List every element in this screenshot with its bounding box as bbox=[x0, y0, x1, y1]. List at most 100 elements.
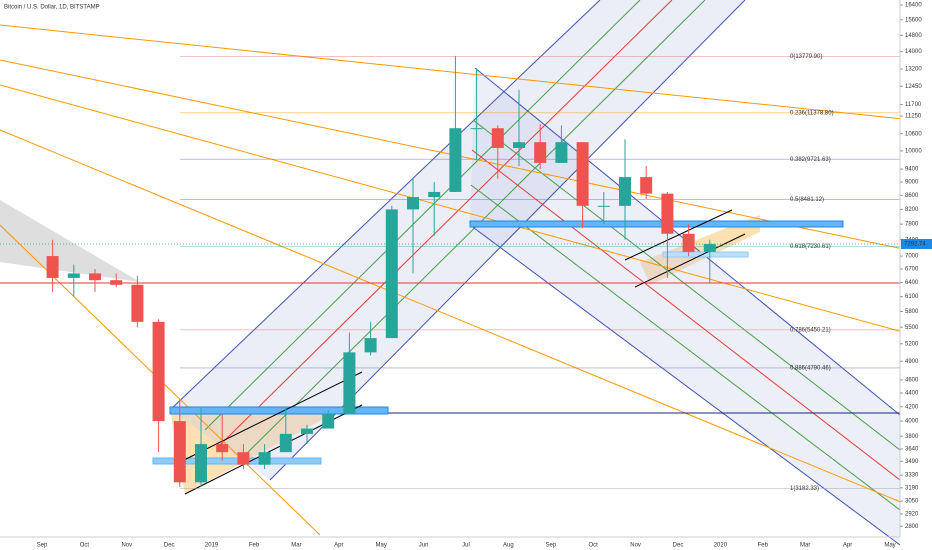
x-tick-label: Mar bbox=[800, 543, 810, 549]
fib-label: 0.236(11378.80) bbox=[790, 110, 834, 116]
x-tick-label: 2019 bbox=[205, 543, 219, 549]
y-tick-label: 5200 bbox=[905, 341, 919, 347]
candle-body bbox=[428, 191, 441, 198]
candle-body bbox=[576, 142, 589, 206]
candle-body bbox=[555, 142, 568, 163]
x-tick-label: Nov bbox=[630, 543, 641, 549]
x-tick-label: 2020 bbox=[714, 543, 728, 549]
candle-body bbox=[46, 256, 59, 278]
y-tick-label: 4400 bbox=[905, 391, 919, 397]
y-tick-label: 3800 bbox=[905, 434, 919, 440]
pitchfork-line bbox=[471, 149, 901, 481]
candle-body bbox=[640, 177, 653, 194]
y-tick-label: 2920 bbox=[905, 511, 919, 517]
x-tick-label: Jul bbox=[462, 543, 470, 549]
candle-body bbox=[152, 321, 165, 422]
orange-shade bbox=[640, 215, 760, 285]
candle-body bbox=[682, 233, 695, 252]
candle-body bbox=[173, 421, 186, 483]
pitchfork-line bbox=[470, 184, 901, 511]
x-tick-label: Oct bbox=[589, 543, 599, 549]
x-tick-label: May bbox=[884, 543, 895, 549]
candle-body bbox=[322, 413, 335, 429]
gray-shade bbox=[0, 200, 140, 282]
x-tick-label: Aug bbox=[503, 543, 514, 549]
candle-body bbox=[131, 284, 144, 322]
x-tick-label: Sep bbox=[545, 543, 556, 549]
y-tick-label: 5500 bbox=[905, 325, 919, 331]
channel-line bbox=[634, 233, 746, 288]
x-tick-label: Sep bbox=[37, 543, 48, 549]
candle-body bbox=[195, 444, 207, 483]
x-tick-label: Apr bbox=[334, 543, 343, 549]
y-tick-label: 4900 bbox=[905, 359, 919, 365]
fib-label: 0(13779.90) bbox=[790, 54, 822, 60]
fib-label: 0.786(5450.21) bbox=[790, 327, 831, 333]
candle-body bbox=[237, 452, 250, 465]
fib-label: 1(3182.33) bbox=[790, 486, 819, 492]
y-tick-label: 4200 bbox=[905, 404, 919, 410]
y-tick-label: 11700 bbox=[905, 102, 922, 108]
x-tick-label: Mar bbox=[291, 543, 301, 549]
fib-levels: 0(13779.90) 0.236(11378.80) 0.382(9721.63)… bbox=[180, 54, 900, 492]
candle-body bbox=[216, 444, 229, 453]
candle-body bbox=[534, 142, 547, 163]
y-tick-label: 8600 bbox=[905, 193, 919, 199]
price-axis bbox=[900, 0, 932, 550]
zone bbox=[169, 406, 389, 415]
last-price-box bbox=[901, 238, 932, 249]
y-tick-label: 8200 bbox=[905, 207, 919, 213]
y-tick-label: 11250 bbox=[905, 114, 922, 120]
y-tick-label: 16400 bbox=[905, 3, 922, 9]
candle-body bbox=[385, 209, 398, 339]
pitchfork-line bbox=[472, 119, 901, 451]
y-tick-label: 5800 bbox=[905, 309, 919, 315]
y-tick-label: 4600 bbox=[905, 377, 919, 383]
candle-body bbox=[513, 142, 525, 148]
pitchfork-line bbox=[239, 0, 706, 461]
pitchfork-line bbox=[204, 0, 641, 431]
candle-body bbox=[258, 452, 271, 465]
candle-body bbox=[491, 128, 504, 148]
y-tick-label: 10600 bbox=[905, 131, 922, 137]
y-tick-label: 4000 bbox=[905, 419, 919, 425]
candle-body bbox=[597, 205, 610, 207]
y-tick-label: 3330 bbox=[905, 473, 919, 479]
zone bbox=[662, 251, 749, 258]
y-tick-label: 10000 bbox=[905, 148, 922, 154]
candle-body bbox=[449, 128, 462, 192]
y-tick-label: 3490 bbox=[905, 459, 919, 465]
candle-body bbox=[89, 273, 101, 281]
candle-body bbox=[110, 280, 123, 285]
trend-line bbox=[0, 84, 932, 341]
pitchfork-line bbox=[169, 0, 601, 411]
fib-label: 0.618(7230.61) bbox=[790, 244, 831, 250]
y-tick-label: 14800 bbox=[905, 33, 922, 39]
trend-line bbox=[0, 129, 921, 511]
x-tick-label: Apr bbox=[843, 543, 852, 549]
y-tick-label: 2800 bbox=[905, 524, 919, 530]
y-tick-label: 9400 bbox=[905, 167, 919, 173]
candle-body bbox=[301, 428, 313, 434]
candles bbox=[46, 55, 716, 487]
x-tick-label: Feb bbox=[758, 543, 769, 549]
y-tick-label: 13200 bbox=[905, 67, 922, 73]
y-tick-label: 6400 bbox=[905, 280, 919, 286]
zone bbox=[469, 220, 844, 228]
candle-body bbox=[661, 193, 674, 234]
channel-line bbox=[624, 209, 733, 261]
x-tick-label: Feb bbox=[249, 543, 260, 549]
candle-body bbox=[67, 273, 80, 278]
y-tick-label: 12450 bbox=[905, 84, 922, 90]
y-tick-label: 6100 bbox=[905, 294, 919, 300]
candle-body bbox=[279, 433, 292, 453]
channel-line bbox=[179, 371, 363, 463]
x-tick-label: Dec bbox=[673, 543, 684, 549]
candle-body bbox=[703, 244, 716, 252]
chart-title: Bitcoin / U.S. Dollar, 1D, BITSTAMP bbox=[4, 5, 100, 11]
candle-body bbox=[364, 338, 377, 353]
fib-label: 0.5(8481.12) bbox=[790, 197, 824, 203]
y-tick-label: 6700 bbox=[905, 267, 919, 273]
y-tick-label: 15600 bbox=[905, 17, 922, 23]
zone bbox=[152, 457, 322, 465]
